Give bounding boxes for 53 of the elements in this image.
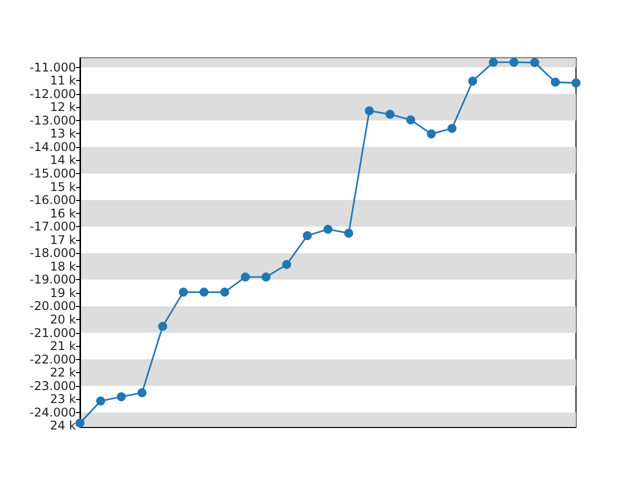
point xyxy=(158,322,168,331)
point xyxy=(178,288,188,297)
y-tick-label: -12.000 xyxy=(30,86,76,101)
point xyxy=(220,288,230,297)
y-tick-label: 14 k xyxy=(50,153,76,168)
y-tick-label: -15.000 xyxy=(30,166,76,180)
y-tick-label: 23 k xyxy=(50,392,76,406)
y-tick-label: -14.000 xyxy=(30,140,76,154)
y-tick-label: -11.000 xyxy=(30,60,76,74)
point xyxy=(302,231,312,240)
y-tick-label: 22 k xyxy=(50,366,76,380)
point xyxy=(324,224,332,234)
y-tick-label: 15 k xyxy=(50,180,76,194)
y-tick-label: 24 k xyxy=(50,418,76,433)
point xyxy=(530,58,540,68)
point xyxy=(96,396,106,406)
point xyxy=(364,106,374,116)
point xyxy=(572,78,580,88)
y-tick-label: -23.000 xyxy=(30,378,76,393)
point xyxy=(200,288,208,297)
point xyxy=(448,124,456,133)
point xyxy=(426,129,436,138)
y-tick-label: -17.000 xyxy=(30,220,76,234)
y-tick-label: -13.000 xyxy=(30,113,76,128)
y-tick-label: 13 k xyxy=(50,126,76,141)
y-tick-label: -19.000 xyxy=(30,272,76,287)
point xyxy=(406,115,416,124)
y-tick-label: -18.000 xyxy=(30,246,76,260)
point xyxy=(468,76,478,86)
y-tick-label: 16 k xyxy=(50,206,76,220)
y-tick-label: 19 k xyxy=(50,286,76,300)
point xyxy=(344,228,354,238)
y-tick-label: 20 k xyxy=(50,312,76,326)
y-tick-label: -20.000 xyxy=(30,299,76,314)
y-tick-label: -21.000 xyxy=(30,326,76,340)
point xyxy=(386,110,394,119)
point xyxy=(116,392,126,402)
point xyxy=(138,388,146,398)
y-tick-label: -16.000 xyxy=(30,193,76,208)
point xyxy=(262,272,270,282)
point xyxy=(510,58,518,67)
y-tick-label: 17 k xyxy=(50,232,76,247)
y-tick-label: 21 k xyxy=(50,339,76,354)
point xyxy=(76,418,84,428)
y-tick-label: 12 k xyxy=(50,100,76,114)
point xyxy=(488,58,498,67)
y-tick-label: 18 k xyxy=(50,259,76,274)
point xyxy=(550,78,560,87)
y-tick-label: -24.000 xyxy=(30,405,76,420)
point xyxy=(282,260,292,270)
point xyxy=(240,272,250,282)
y-tick-label: -22.000 xyxy=(30,352,76,366)
y-tick-label: 11 k xyxy=(50,74,76,88)
